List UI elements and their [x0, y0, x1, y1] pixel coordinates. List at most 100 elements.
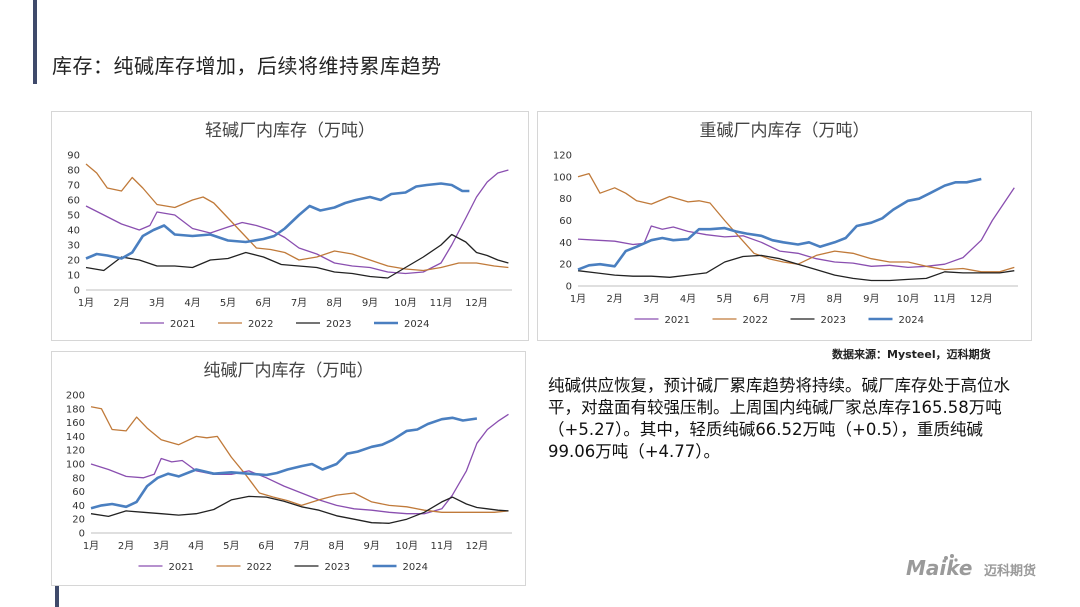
chart-total-soda-inventory: 纯碱厂内库存（万吨） 0 20 40 60 80 100 120 140 160 180 200 1月 2… — [66, 361, 512, 573]
y-tick-label: 40 — [67, 226, 80, 237]
x-tick-label: 5月 — [223, 540, 239, 552]
y-tick-label: 100 — [66, 460, 85, 471]
y-tick-label: 100 — [553, 172, 572, 183]
series-line-2021 — [85, 169, 509, 275]
y-tick-label: 140 — [66, 432, 85, 443]
x-tick-label: 12月 — [970, 293, 993, 305]
legend-label-2023: 2023 — [326, 319, 351, 330]
y-tick-label: 40 — [72, 501, 85, 512]
y-tick-label: 120 — [66, 446, 85, 457]
data-source-note: 数据来源：Mysteel，迈科期货 — [832, 348, 991, 361]
y-tick-label: 30 — [67, 241, 80, 252]
x-tick-label: 7月 — [291, 297, 307, 309]
x-tick-label: 11月 — [430, 297, 453, 309]
y-tick-label: 60 — [559, 216, 572, 227]
x-tick-label: 11月 — [430, 540, 453, 552]
series-line-2024 — [85, 182, 470, 260]
x-tick-label: 5月 — [220, 297, 236, 309]
x-tick-label: 4月 — [188, 540, 204, 552]
legend-label-2023: 2023 — [325, 562, 350, 573]
commentary-text: 纯碱供应恢复，预计碱厂累库趋势将持续。碱厂库存处于高位水平，对盘面有较强压制。上… — [548, 376, 1010, 461]
legend-label-2022: 2022 — [248, 319, 273, 330]
y-tick-label: 0 — [79, 529, 85, 540]
x-tick-label: 11月 — [933, 293, 956, 305]
x-tick-label: 2月 — [606, 293, 622, 305]
series-line-2021 — [577, 187, 1015, 269]
series-line-2024 — [577, 177, 982, 271]
accent-bar-top — [33, 0, 37, 84]
chart-light-soda-inventory: 轻碱厂内库存（万吨） 0 10 20 30 40 50 60 70 80 90 1月 2月 3月 4月 5月 6… — [67, 121, 512, 330]
x-tick-label: 8月 — [826, 293, 842, 305]
legend-label-2022: 2022 — [743, 315, 768, 326]
x-tick-label: 3月 — [153, 540, 169, 552]
y-tick-label: 20 — [559, 260, 572, 271]
x-tick-label: 3月 — [643, 293, 659, 305]
chart-panel-heavy-soda: 重碱厂内库存（万吨） 0 20 40 60 80 100 120 1月 2月 3月 4月 5月 6月 7月 8… — [537, 111, 1032, 341]
chart-heavy-soda-inventory: 重碱厂内库存（万吨） 0 20 40 60 80 100 120 1月 2月 3月 4月 5月 6月 7月 8… — [553, 121, 1018, 326]
series-line-2023 — [90, 495, 509, 524]
company-logo: Maike 迈科期货 — [906, 554, 1046, 584]
x-tick-label: 10月 — [897, 293, 920, 305]
y-tick-label: 80 — [72, 473, 85, 484]
legend-label-2022: 2022 — [247, 562, 272, 573]
x-tick-label: 7月 — [790, 293, 806, 305]
y-tick-label: 90 — [67, 151, 80, 162]
x-tick-label: 1月 — [78, 297, 94, 309]
y-tick-label: 120 — [553, 151, 572, 162]
x-tick-label: 5月 — [716, 293, 732, 305]
y-tick-label: 180 — [66, 404, 85, 415]
logo-brand-text: Maike — [906, 556, 973, 580]
x-tick-label: 9月 — [362, 297, 378, 309]
series-line-2024 — [90, 416, 478, 510]
chart-title: 纯碱厂内库存（万吨） — [204, 361, 374, 381]
series-line-2022 — [90, 406, 509, 513]
y-tick-label: 70 — [67, 181, 80, 192]
series-line-2021 — [90, 413, 509, 515]
x-tick-label: 8月 — [328, 540, 344, 552]
legend-label-2024: 2024 — [403, 562, 428, 573]
x-tick-label: 2月 — [118, 540, 134, 552]
x-tick-label: 7月 — [293, 540, 309, 552]
x-tick-label: 4月 — [184, 297, 200, 309]
legend-label-2024: 2024 — [404, 319, 429, 330]
x-tick-label: 3月 — [149, 297, 165, 309]
chart-title: 轻碱厂内库存（万吨） — [205, 121, 375, 141]
y-tick-label: 0 — [566, 282, 572, 293]
chart-title: 重碱厂内库存（万吨） — [700, 121, 870, 141]
x-tick-label: 8月 — [326, 297, 342, 309]
series-line-2023 — [85, 233, 509, 279]
y-tick-label: 0 — [74, 286, 80, 297]
chart-panel-light-soda: 轻碱厂内库存（万吨） 0 10 20 30 40 50 60 70 80 90 1月 2月 3月 4月 5月 6… — [51, 111, 529, 341]
y-tick-label: 20 — [67, 256, 80, 267]
x-tick-label: 1月 — [570, 293, 586, 305]
legend-label-2023: 2023 — [821, 315, 846, 326]
x-tick-label: 2月 — [113, 297, 129, 309]
y-tick-label: 60 — [72, 487, 85, 498]
y-tick-label: 40 — [559, 238, 572, 249]
y-tick-label: 160 — [66, 418, 85, 429]
chart-panel-total-soda: 纯碱厂内库存（万吨） 0 20 40 60 80 100 120 140 160 180 200 1月 2… — [51, 351, 526, 586]
logo-mark-icon — [944, 554, 958, 562]
x-tick-label: 10月 — [395, 540, 418, 552]
y-tick-label: 60 — [67, 196, 80, 207]
page-title: 库存：纯碱库存增加，后续将维持累库趋势 — [52, 54, 442, 78]
x-tick-label: 12月 — [466, 540, 489, 552]
x-tick-label: 9月 — [863, 293, 879, 305]
legend-label-2021: 2021 — [169, 562, 194, 573]
x-tick-label: 9月 — [363, 540, 379, 552]
x-tick-label: 6月 — [258, 540, 274, 552]
logo-chinese-text: 迈科期货 — [984, 564, 1037, 579]
y-tick-label: 80 — [67, 166, 80, 177]
accent-bar-bottom — [55, 576, 59, 607]
legend-label-2021: 2021 — [170, 319, 195, 330]
series-line-2022 — [85, 163, 509, 272]
legend-label-2021: 2021 — [665, 315, 690, 326]
y-tick-label: 10 — [67, 271, 80, 282]
legend-label-2024: 2024 — [899, 315, 924, 326]
y-tick-label: 20 — [72, 515, 85, 526]
x-tick-label: 1月 — [83, 540, 99, 552]
x-tick-label: 6月 — [753, 293, 769, 305]
x-tick-label: 12月 — [465, 297, 488, 309]
y-tick-label: 50 — [67, 211, 80, 222]
series-line-2023 — [577, 254, 1015, 282]
